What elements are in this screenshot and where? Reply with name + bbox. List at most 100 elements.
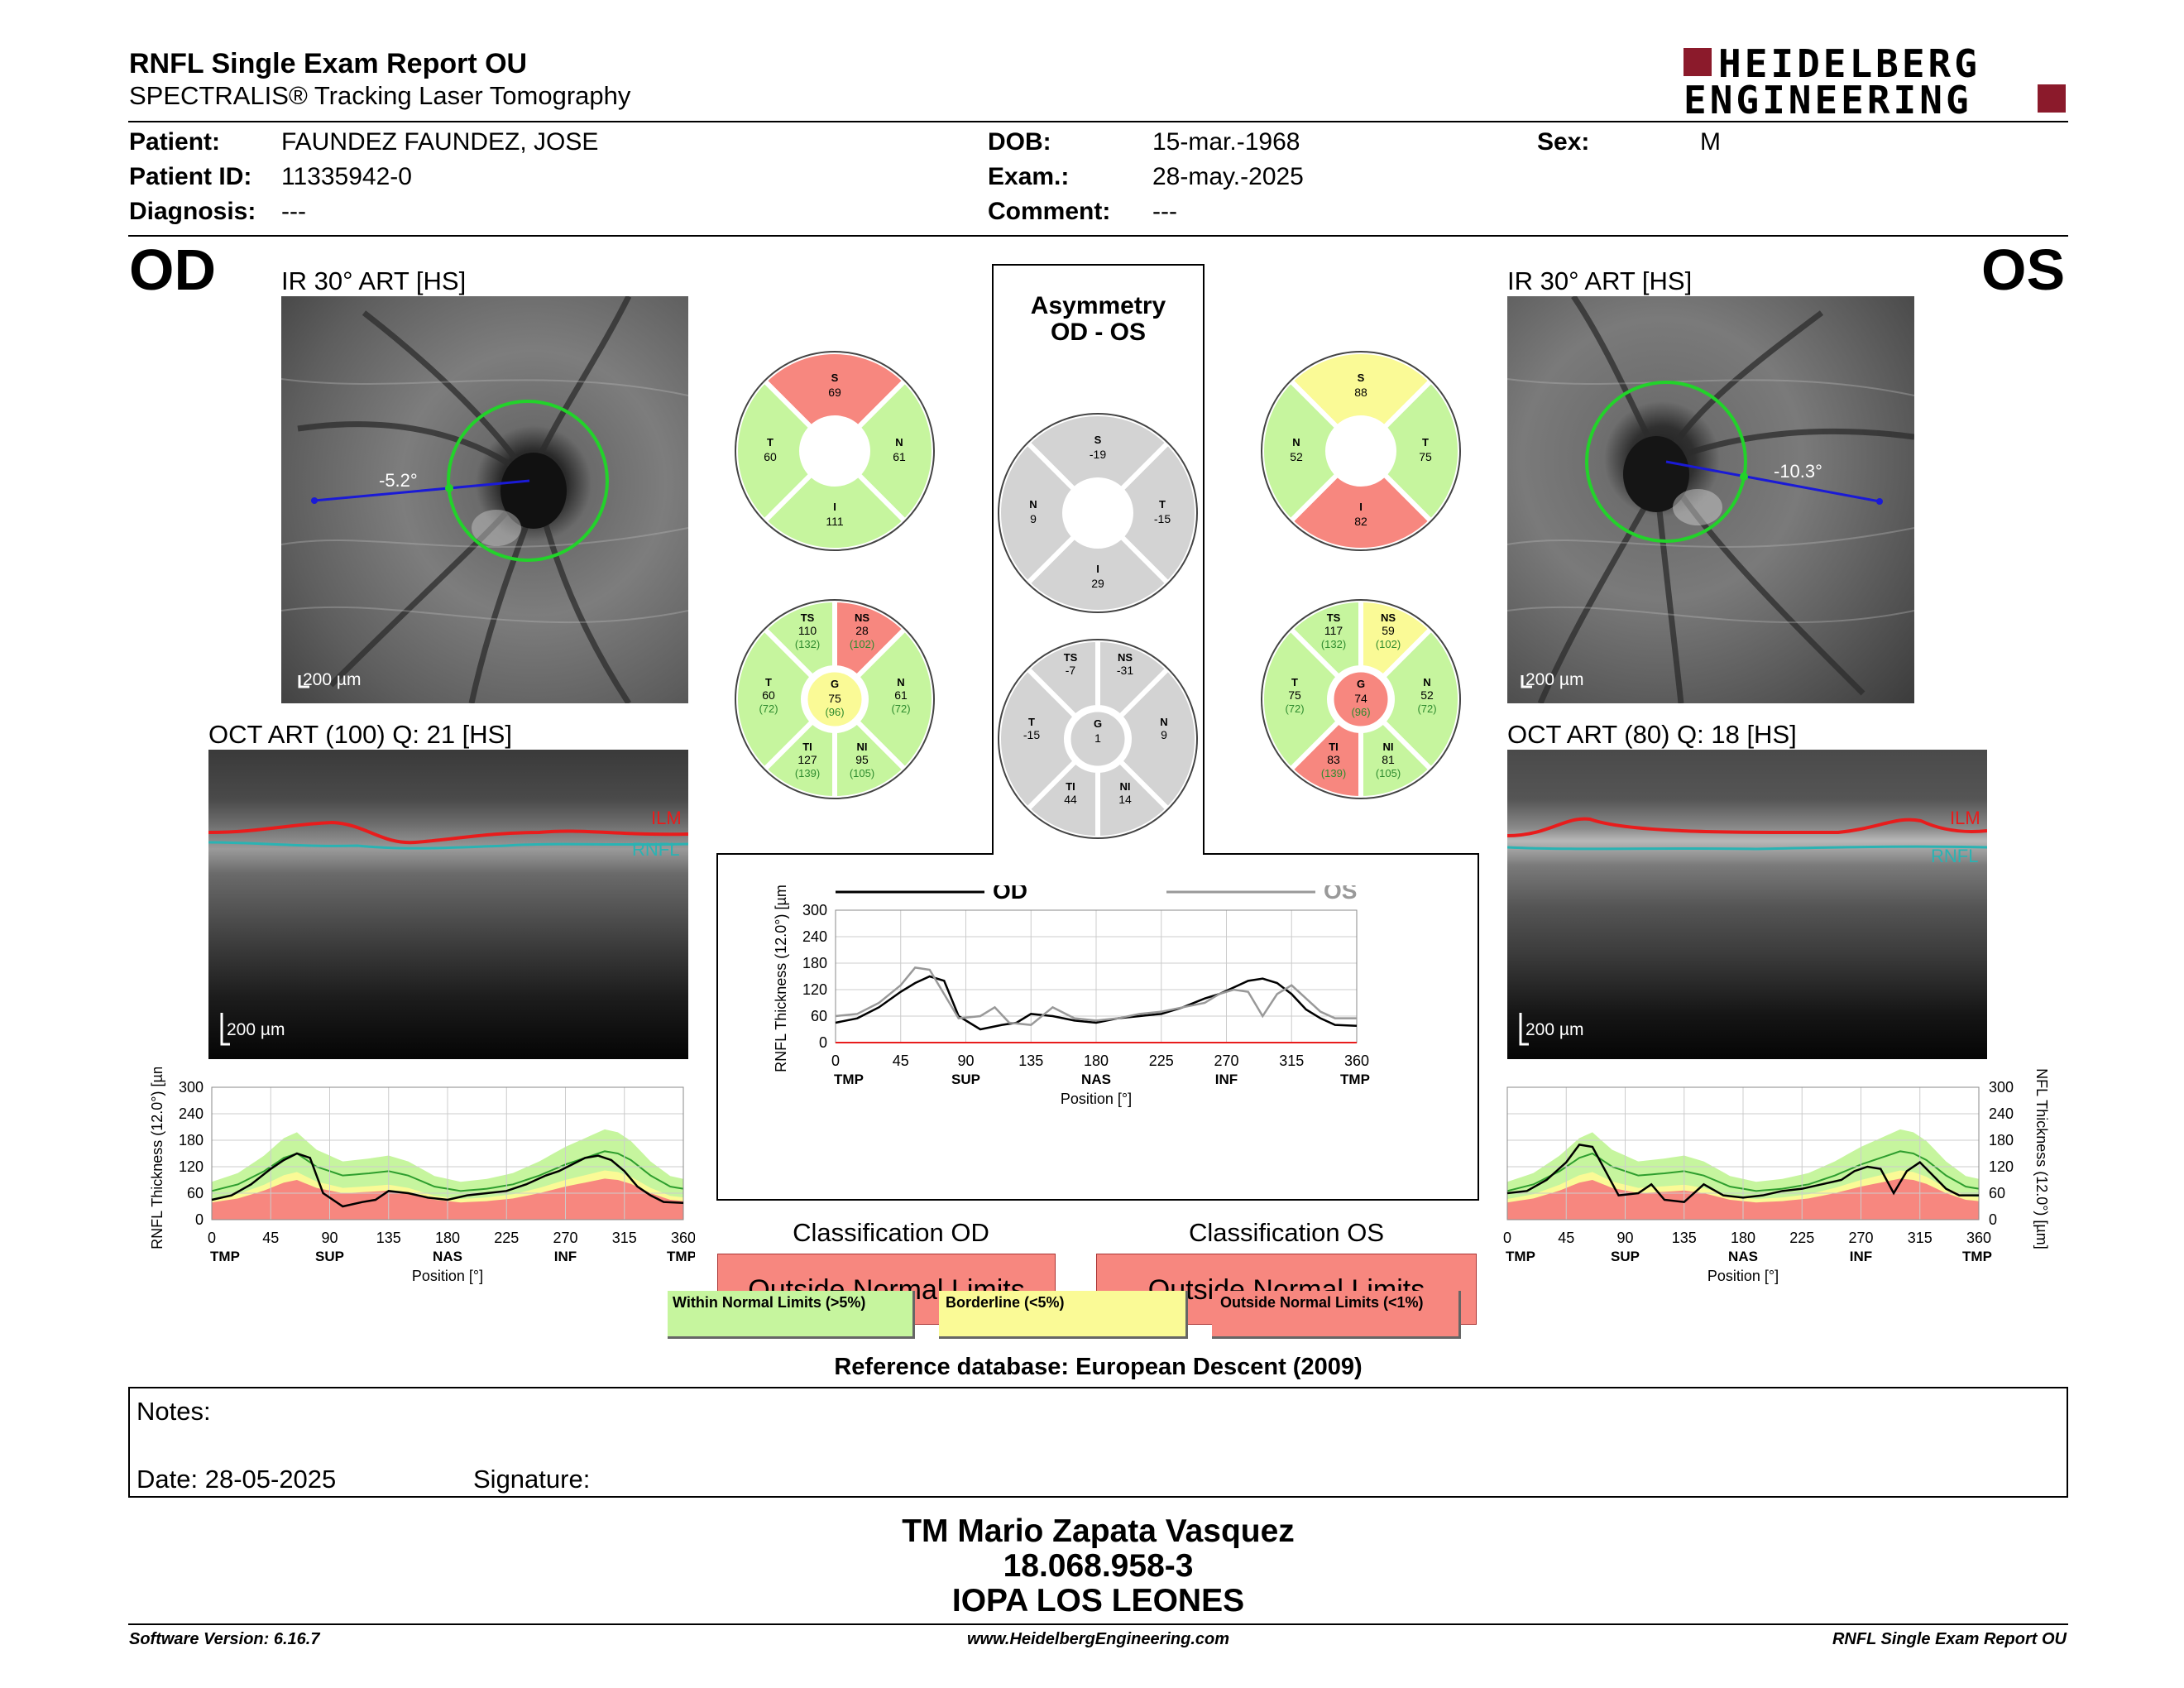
sector-value: 9 (1161, 728, 1167, 741)
x-tick-label: 315 (1908, 1230, 1933, 1246)
region-label: SUP (951, 1072, 980, 1087)
x-axis-label: Position [°] (1061, 1091, 1132, 1107)
sector-g (805, 669, 864, 729)
sector-label: G (1357, 678, 1365, 690)
divider (128, 121, 2068, 122)
od-oct-label: OCT ART (100) Q: 21 [HS] (208, 720, 512, 749)
od-classification-title: Classification OD (793, 1218, 989, 1247)
y-tick-label: 120 (1989, 1158, 2014, 1175)
x-tick-label: 225 (1789, 1230, 1814, 1246)
legend-label: OS (1324, 885, 1357, 904)
os-angle-label: -10.3° (1774, 461, 1822, 482)
y-tick-label: 0 (819, 1034, 827, 1051)
x-tick-label: 180 (1084, 1053, 1109, 1069)
divider (128, 1623, 2068, 1625)
od-sector-chart: S 69 N 61 I 111 T 60 (733, 349, 936, 553)
sector-label: TI (802, 741, 812, 753)
sector-ring (998, 639, 1198, 839)
legend-label: OD (993, 885, 1027, 904)
sector-value: 69 (828, 386, 841, 399)
os-sector-chart: S 88 T 75 I 82 N 52 (1259, 349, 1463, 553)
y-tick-label: 300 (179, 1079, 204, 1096)
sector-value: 88 (1354, 386, 1367, 399)
sector-reference: (105) (1376, 767, 1401, 779)
y-tick-label: 300 (802, 902, 827, 918)
plot-frame (1506, 1086, 1980, 1220)
asymmetry-title-2: OD - OS (1050, 319, 1146, 346)
sector-value: 9 (1030, 512, 1037, 525)
asymmetry-profile-chart: 0 60 120 180 240 300 0 45 90 135 180 225 270 315 360 TM… (773, 885, 1370, 1107)
x-tick-label: 135 (1672, 1230, 1697, 1246)
x-tick-label: 270 (1214, 1053, 1238, 1069)
sector-label: T (1291, 676, 1298, 688)
x-tick-label: 225 (494, 1230, 519, 1246)
asymmetry-frame (716, 264, 1479, 1201)
od-ir-scale: 200 µm (303, 670, 361, 689)
x-tick-label: 225 (1149, 1053, 1174, 1069)
signatory: TM Mario Zapata Vasquez 18.068.958-3 IOP… (128, 1514, 2068, 1618)
sector-label: N (1160, 716, 1167, 728)
region-label: NAS (433, 1249, 462, 1264)
sector-value: 83 (1327, 753, 1340, 766)
sector-label: T (1159, 498, 1166, 511)
od-sector6-chart: TS110(132)NS28(102)N61(72)NI95(105)TI127… (733, 597, 936, 802)
x-tick-label: 315 (1279, 1053, 1304, 1069)
x-tick-label: 135 (376, 1230, 401, 1246)
sector-ring (1261, 351, 1461, 551)
y-tick-label: 60 (1989, 1185, 2005, 1201)
sector-g (1068, 709, 1128, 769)
sector-label: T (765, 676, 772, 688)
patient-id-label: Patient ID: (129, 163, 252, 190)
sector-value: -7 (1066, 664, 1076, 677)
reference-database: Reference database: European Descent (20… (834, 1354, 1363, 1380)
x-axis-label: Position [°] (1707, 1268, 1779, 1284)
sector-ring (1261, 599, 1461, 799)
sector-reference: (132) (795, 638, 820, 650)
sector-label: NS (855, 611, 869, 624)
series-line (211, 1152, 684, 1208)
os-ilm-label: ILM (1950, 808, 1980, 828)
x-tick-label: 0 (208, 1230, 216, 1246)
sector-label: NI (857, 741, 868, 753)
sex-label: Sex: (1537, 128, 1590, 156)
x-tick-label: 315 (612, 1230, 637, 1246)
sector-value: 60 (762, 688, 775, 702)
os-sector6-chart: TS117(132)NS59(102)N52(72)NI81(105)TI83(… (1259, 597, 1463, 802)
notes-signature: Signature: (473, 1465, 591, 1494)
brand-line2: ENGINEERING (1684, 78, 1972, 122)
sector-reference: (132) (1321, 638, 1346, 650)
sector-label: N (1292, 436, 1300, 448)
legend-outside: Outside Normal Limits (<1%) (1212, 1291, 1461, 1339)
sector-value: -15 (1023, 728, 1040, 741)
exam-value: 28-may.-2025 (1152, 163, 1304, 190)
y-tick-label: 240 (802, 928, 827, 945)
sector-label: I (833, 501, 836, 513)
sector-value: 28 (855, 624, 869, 637)
x-tick-label: 270 (553, 1230, 577, 1246)
y-tick-label: 240 (1989, 1105, 2014, 1122)
brand-line1: HEIDELBERG (1718, 41, 1980, 86)
x-axis-label: Position [°] (412, 1268, 483, 1284)
legend-borderline-label: Borderline (<5%) (946, 1294, 1065, 1311)
sector-g (1331, 669, 1391, 729)
sector-label: NS (1118, 651, 1133, 664)
sector-value: 75 (828, 692, 841, 705)
x-tick-label: 135 (1018, 1053, 1043, 1069)
sector-value: 44 (1064, 793, 1077, 806)
sector-value: 61 (894, 688, 908, 702)
y-tick-label: 60 (811, 1008, 827, 1024)
x-tick-label: 45 (893, 1053, 909, 1069)
sector-value: 52 (1290, 450, 1303, 463)
comment-label: Comment: (988, 198, 1111, 225)
signatory-id: 18.068.958-3 (1003, 1548, 1194, 1584)
sex-value: M (1700, 128, 1721, 156)
region-label: SUP (1611, 1249, 1640, 1264)
sector-label: TS (1064, 651, 1078, 664)
os-ir-scale: 200 µm (1525, 670, 1583, 689)
sector-value: 111 (826, 515, 843, 528)
report-title: RNFL Single Exam Report OU (129, 48, 528, 79)
sector-ring (998, 413, 1198, 613)
plot-frame (211, 1086, 684, 1220)
os-oct-label: OCT ART (80) Q: 18 [HS] (1507, 720, 1797, 749)
x-tick-label: 180 (435, 1230, 460, 1246)
